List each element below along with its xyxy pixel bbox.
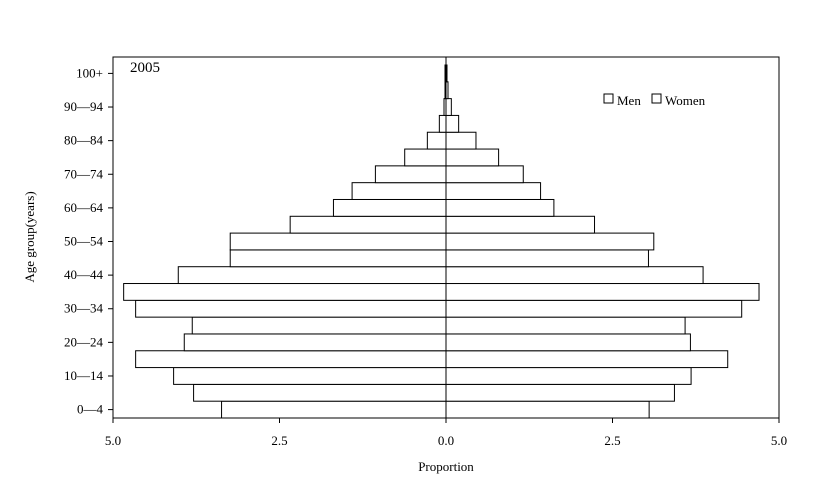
y-tick-label: 50—54 xyxy=(64,234,104,249)
bar-men-8 xyxy=(177,266,447,285)
legend-swatch-women xyxy=(651,93,662,104)
bar-women-14 xyxy=(445,165,524,184)
y-tick-label: 90—94 xyxy=(64,99,104,114)
x-tick-label: 5.0 xyxy=(105,433,121,448)
y-tick-label: 20—24 xyxy=(64,334,104,349)
bar-women-13 xyxy=(445,182,542,200)
y-tick-label: 70—74 xyxy=(64,166,104,181)
x-tick-label: 5.0 xyxy=(771,433,787,448)
legend-label-men: Men xyxy=(617,93,641,108)
bar-men-7 xyxy=(123,283,447,301)
legend-label-women: Women xyxy=(665,93,706,108)
x-axis-ticks: 5.0 2.5 0.0 2.5 5.0 xyxy=(105,418,787,448)
bar-men-1 xyxy=(193,383,447,402)
bar-women-2 xyxy=(445,367,692,385)
bar-men-10 xyxy=(229,232,447,251)
bar-women-7 xyxy=(445,283,760,301)
bar-women-15 xyxy=(445,148,500,167)
y-tick-label: 30—34 xyxy=(64,301,104,316)
bar-women-10 xyxy=(445,232,655,251)
x-tick-label: 0.0 xyxy=(438,433,454,448)
bar-men-0 xyxy=(221,400,447,419)
bar-men-5 xyxy=(191,316,447,335)
bar-men-11 xyxy=(289,215,447,234)
bar-women-0 xyxy=(445,400,650,419)
y-axis-ticks: 0—4 10—14 20—24 30—34 40—44 50—54 60—64 70—74 80… xyxy=(64,65,113,417)
y-tick-label: 0—4 xyxy=(77,402,104,417)
bar-women-17 xyxy=(445,114,460,133)
bar-men-3 xyxy=(135,350,447,369)
bar-men-6 xyxy=(135,299,447,318)
bar-women-11 xyxy=(445,215,596,234)
bar-men-14 xyxy=(374,165,447,184)
bar-women-16 xyxy=(445,131,477,150)
y-tick-label: 60—64 xyxy=(64,200,104,215)
y-axis-label: Age group(years) xyxy=(22,191,37,282)
legend-swatch-men xyxy=(603,93,614,104)
bar-women-6 xyxy=(445,299,743,318)
bar-women-5 xyxy=(445,316,686,335)
x-tick-label: 2.5 xyxy=(604,433,620,448)
y-tick-label: 100+ xyxy=(76,65,103,80)
bar-women-3 xyxy=(445,350,729,369)
bar-men-9 xyxy=(229,249,447,268)
bar-women-8 xyxy=(445,266,704,285)
chart-title: 2005 xyxy=(130,60,160,76)
bar-men-13 xyxy=(351,182,447,200)
legend: Men Women xyxy=(603,93,706,108)
x-tick-label: 2.5 xyxy=(271,433,287,448)
bar-women-4 xyxy=(445,333,691,352)
bar-women-9 xyxy=(445,249,649,268)
x-axis-label: Proportion xyxy=(418,459,474,474)
bar-women-18 xyxy=(445,98,452,116)
bar-men-15 xyxy=(404,148,447,167)
bar-women-1 xyxy=(445,383,675,402)
bar-men-2 xyxy=(173,367,447,385)
bar-men-12 xyxy=(332,198,447,217)
bar-men-4 xyxy=(183,333,447,352)
bars-men xyxy=(123,64,447,419)
y-tick-label: 40—44 xyxy=(64,267,104,282)
bar-men-17 xyxy=(438,114,447,133)
bars-women xyxy=(445,64,760,419)
bar-men-16 xyxy=(426,131,447,150)
y-tick-label: 80—84 xyxy=(64,133,104,148)
bar-women-12 xyxy=(445,198,555,217)
y-tick-label: 10—14 xyxy=(64,368,104,383)
